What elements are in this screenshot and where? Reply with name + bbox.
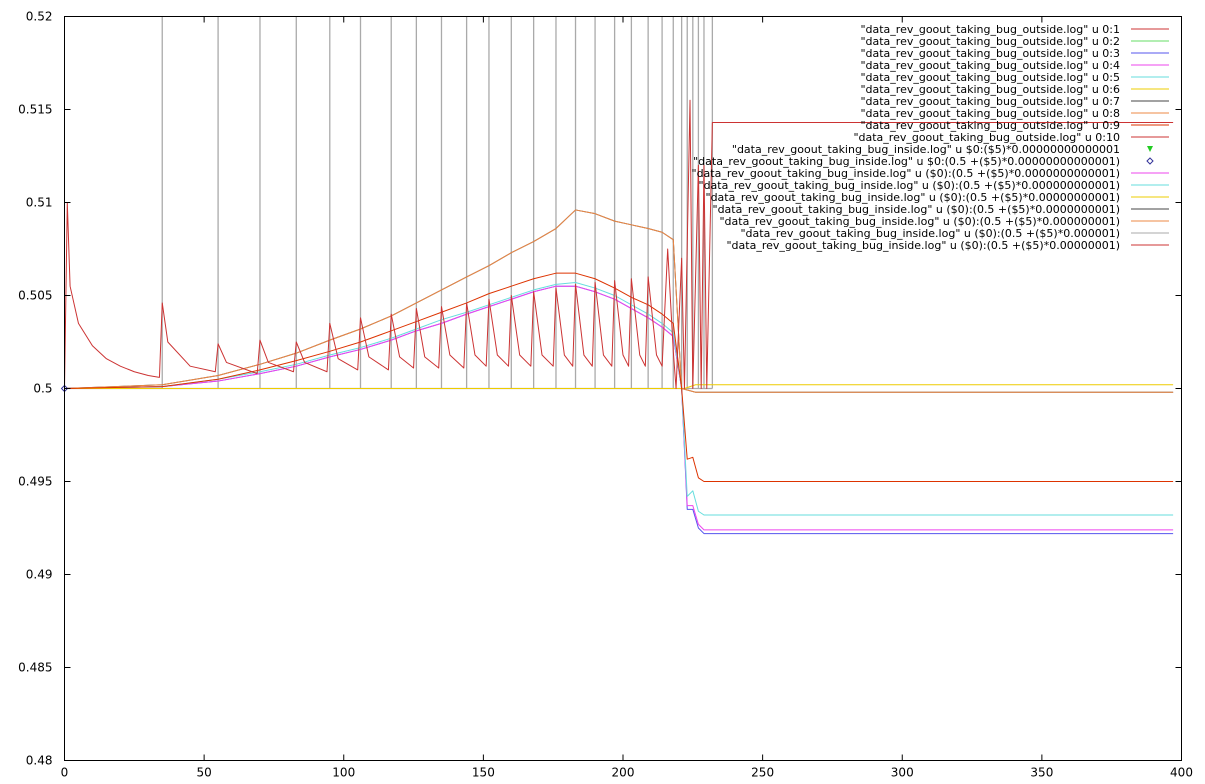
x-tick-label: 150 bbox=[472, 766, 495, 780]
y-tick-label: 0.49 bbox=[26, 568, 53, 582]
legend-label: "data_rev_goout_taking_bug_outside.log" … bbox=[860, 83, 1120, 96]
x-tick-label: 300 bbox=[891, 766, 914, 780]
series-line-4 bbox=[64, 281, 1174, 516]
legend: "data_rev_goout_taking_bug_outside.log" … bbox=[692, 23, 1169, 252]
legend-label: "data_rev_goout_taking_bug_outside.log" … bbox=[860, 23, 1120, 36]
legend-label: "data_rev_goout_taking_bug_inside.log" u… bbox=[693, 155, 1120, 168]
legend-label: "data_rev_goout_taking_bug_outside.log" … bbox=[860, 35, 1120, 48]
legend-label: "data_rev_goout_taking_bug_outside.log" … bbox=[860, 107, 1120, 120]
legend-label: "data_rev_goout_taking_bug_outside.log" … bbox=[860, 59, 1120, 72]
legend-label: "data_rev_goout_taking_bug_outside.log" … bbox=[860, 47, 1120, 60]
x-tick-label: 100 bbox=[332, 766, 355, 780]
x-tick-label: 400 bbox=[1170, 766, 1193, 780]
legend-label: "data_rev_goout_taking_bug_inside.log" u… bbox=[732, 143, 1120, 156]
series-line-8 bbox=[64, 272, 1174, 482]
y-tick-label: 0.495 bbox=[18, 475, 52, 489]
series-line-3 bbox=[64, 285, 1174, 531]
y-tick-label: 0.505 bbox=[18, 289, 52, 303]
legend-label: "data_rev_goout_taking_bug_inside.log" u… bbox=[713, 203, 1120, 216]
series-line-2 bbox=[64, 285, 1174, 535]
legend-label: "data_rev_goout_taking_bug_outside.log" … bbox=[853, 131, 1120, 144]
legend-label: "data_rev_goout_taking_bug_outside.log" … bbox=[860, 71, 1120, 84]
series-line-7 bbox=[64, 209, 1174, 393]
x-axis: 0 50 100 150 200 250 300 350 400 bbox=[61, 16, 1193, 780]
series-line-9 bbox=[64, 99, 1174, 389]
legend-swatch-diamond bbox=[1146, 157, 1154, 165]
legend-label: "data_rev_goout_taking_bug_outside.log" … bbox=[860, 95, 1120, 108]
x-tick-label: 0 bbox=[61, 766, 69, 780]
y-tick-label: 0.48 bbox=[26, 754, 53, 768]
y-tick-label: 0.51 bbox=[26, 196, 53, 210]
legend-label: "data_rev_goout_taking_bug_outside.log" … bbox=[860, 119, 1120, 132]
legend-label: "data_rev_goout_taking_bug_inside.log" u… bbox=[706, 191, 1120, 204]
grey-spike-lines bbox=[64, 16, 714, 390]
x-tick-label: 50 bbox=[196, 766, 211, 780]
legend-label: "data_rev_goout_taking_bug_inside.log" u… bbox=[720, 215, 1121, 228]
y-tick-label: 0.515 bbox=[18, 103, 52, 117]
legend-label: "data_rev_goout_taking_bug_inside.log" u… bbox=[692, 167, 1120, 180]
series-line-5 bbox=[64, 384, 1174, 389]
legend-label: "data_rev_goout_taking_bug_inside.log" u… bbox=[741, 227, 1121, 240]
y-tick-label: 0.52 bbox=[26, 10, 53, 24]
y-axis: 0.48 0.485 0.49 0.495 0.5 0.505 0.51 0.515 0.52 bbox=[18, 10, 1182, 768]
x-tick-label: 350 bbox=[1030, 766, 1053, 780]
legend-swatch-triangle bbox=[1147, 146, 1153, 152]
legend-label: "data_rev_goout_taking_bug_inside.log" u… bbox=[727, 239, 1121, 252]
y-tick-label: 0.485 bbox=[18, 661, 52, 675]
series-lines bbox=[64, 99, 1174, 535]
legend-label: "data_rev_goout_taking_bug_inside.log" u… bbox=[699, 179, 1120, 192]
y-tick-label: 0.5 bbox=[33, 382, 52, 396]
x-tick-label: 200 bbox=[612, 766, 635, 780]
x-tick-label: 250 bbox=[751, 766, 774, 780]
